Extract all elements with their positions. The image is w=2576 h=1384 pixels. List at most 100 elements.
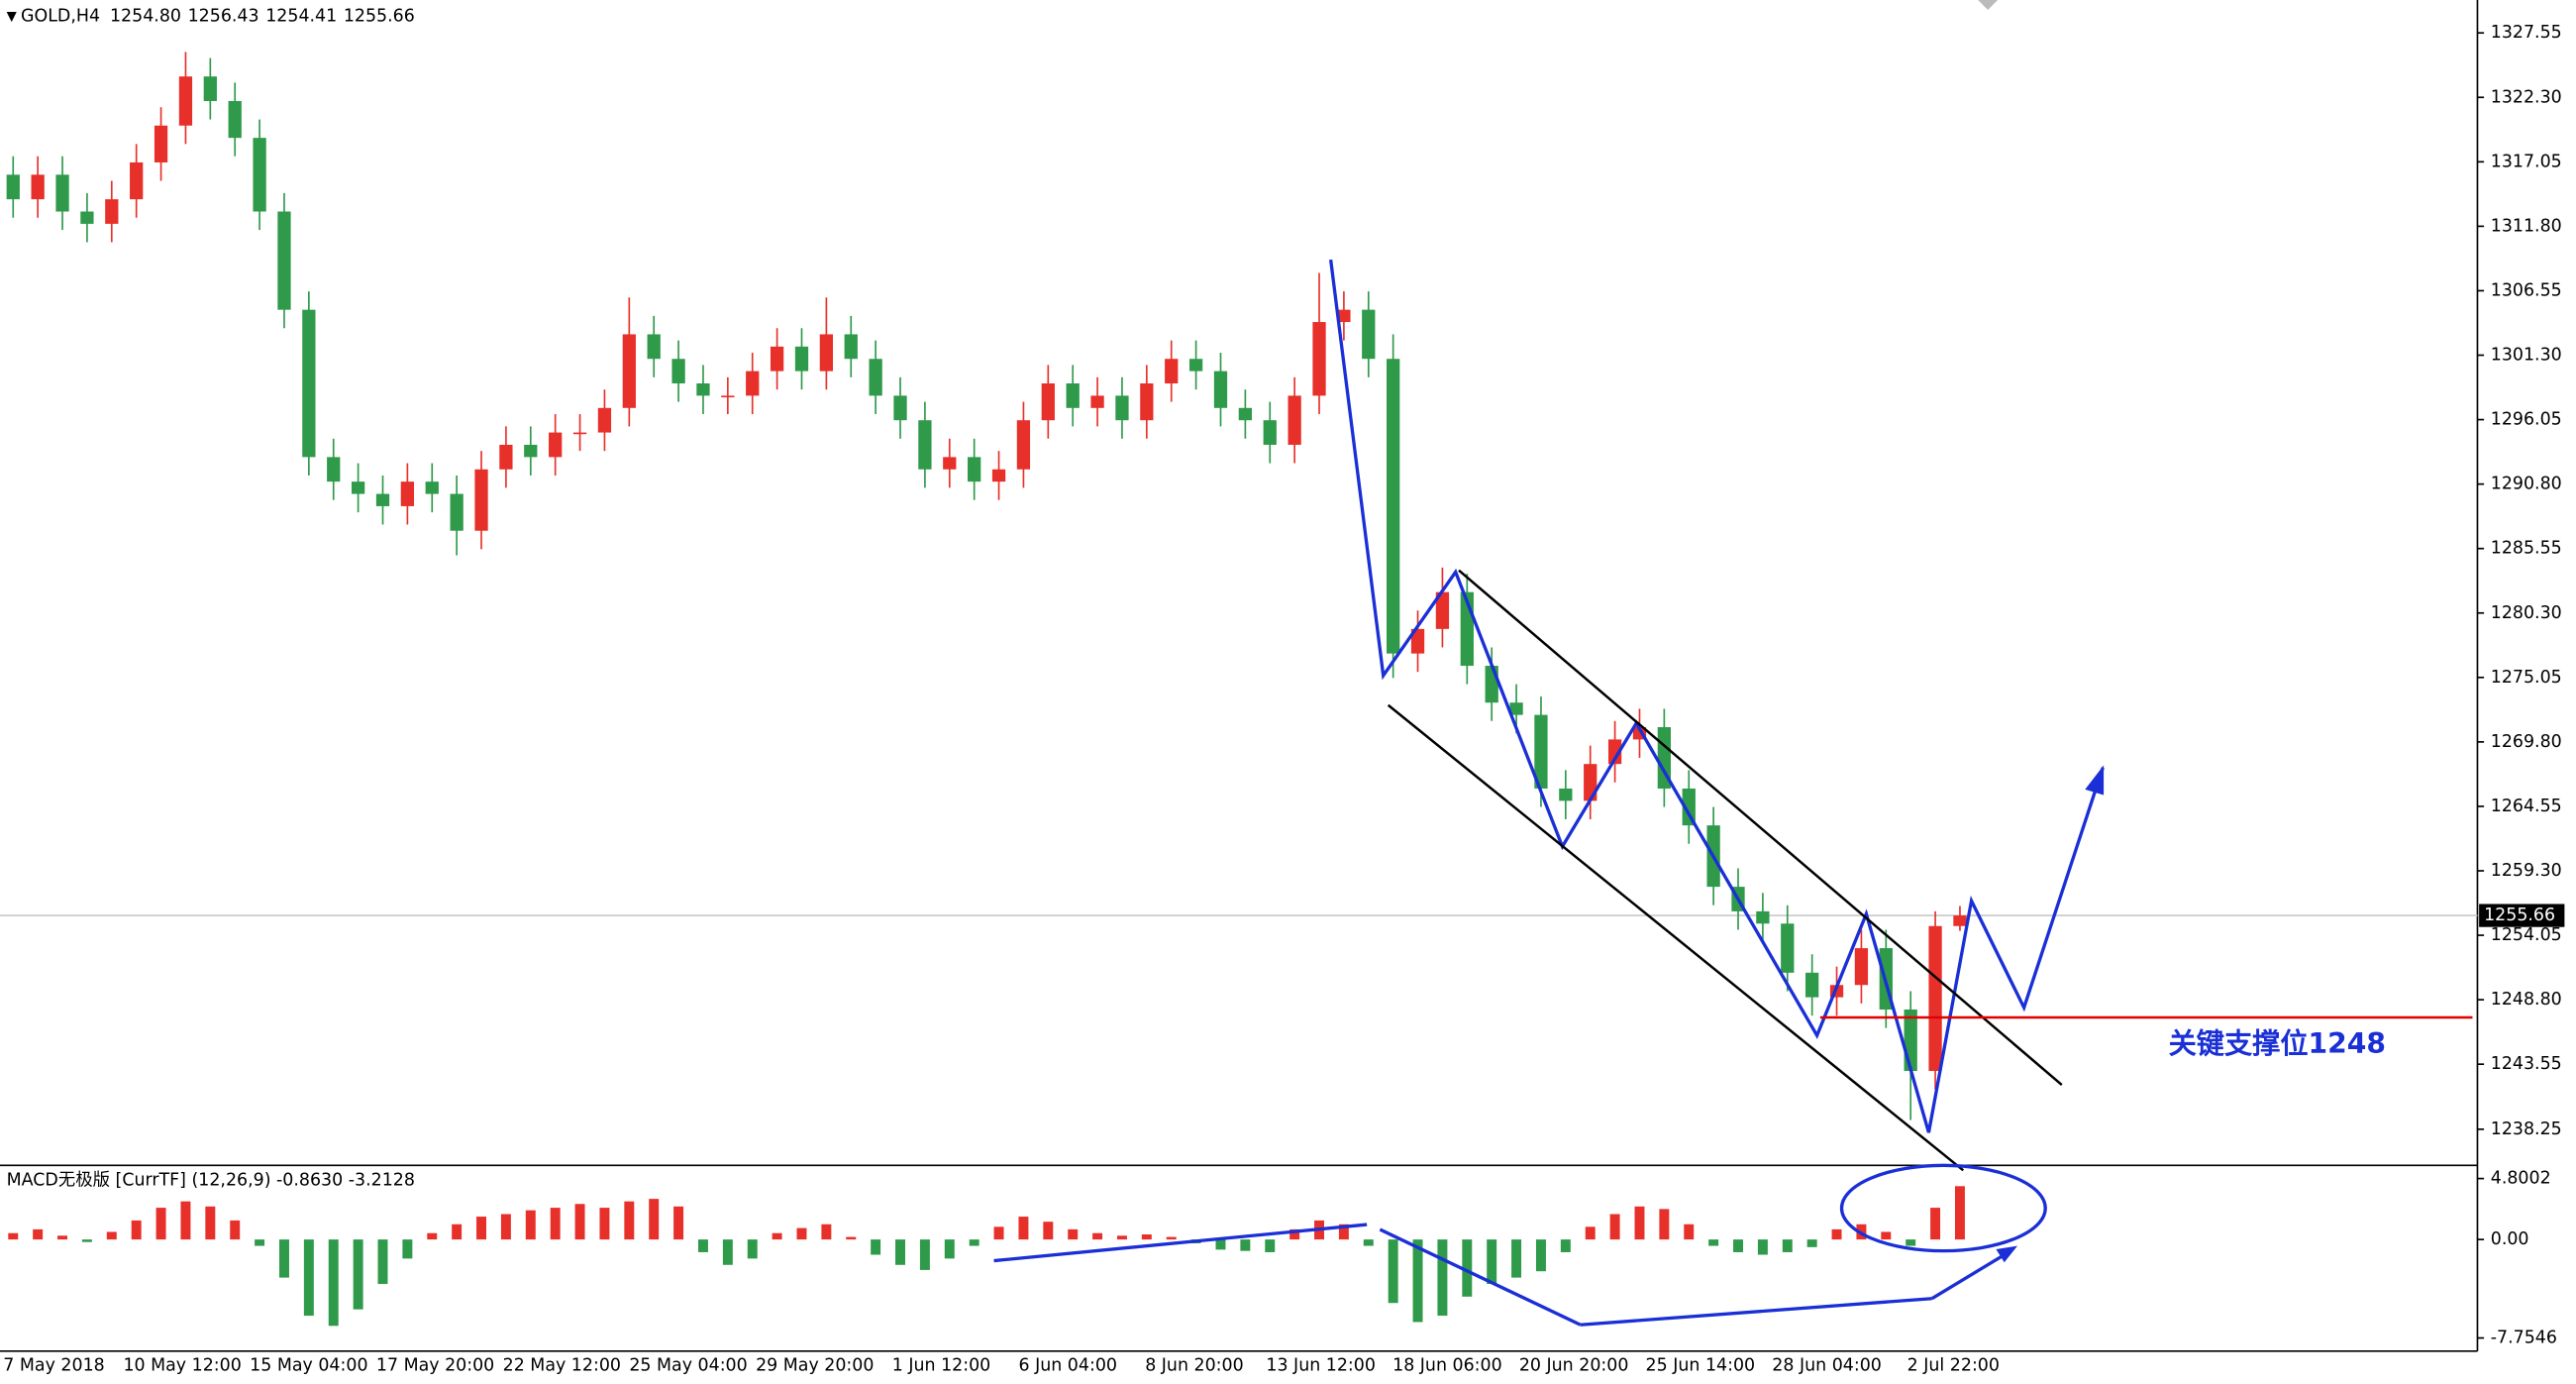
candle-body bbox=[1435, 591, 1450, 629]
candle-body bbox=[844, 334, 858, 360]
macd-bar bbox=[452, 1224, 463, 1240]
macd-bar bbox=[673, 1206, 684, 1240]
y-tick-label: 1311.80 bbox=[2491, 216, 2562, 236]
y-tick-label: 1248.80 bbox=[2491, 990, 2562, 1010]
macd-bar bbox=[1289, 1228, 1300, 1240]
macd-bar bbox=[230, 1220, 241, 1240]
arrow-head bbox=[1996, 1245, 2018, 1263]
macd-bar bbox=[1930, 1208, 1941, 1240]
low: 1254.41 bbox=[265, 7, 337, 27]
candle-body bbox=[1953, 915, 1967, 926]
candle-body bbox=[375, 493, 390, 506]
candle-body bbox=[1312, 322, 1326, 396]
macd-bar bbox=[1708, 1239, 1719, 1246]
candle-body bbox=[228, 100, 242, 139]
candle-body bbox=[1362, 309, 1376, 360]
x-tick-label: 7 May 2018 bbox=[3, 1356, 104, 1376]
candle-body bbox=[1410, 628, 1425, 654]
candle-body bbox=[178, 76, 193, 126]
macd-bar bbox=[353, 1239, 363, 1310]
y-tick-label: 1254.05 bbox=[2491, 925, 2562, 945]
macd-bar bbox=[969, 1239, 979, 1246]
candle-body bbox=[819, 334, 834, 372]
x-tick-label: 13 Jun 12:00 bbox=[1266, 1356, 1376, 1376]
macd-bar bbox=[180, 1201, 191, 1240]
candle-body bbox=[425, 481, 439, 494]
macd-bar bbox=[1388, 1239, 1398, 1304]
candle-body bbox=[1904, 1010, 1917, 1071]
candle-body bbox=[130, 161, 144, 200]
y-tick-label: 1275.05 bbox=[2491, 668, 2562, 688]
macd-bar bbox=[255, 1239, 265, 1246]
zigzag-line bbox=[1328, 259, 2105, 1133]
candle-body bbox=[1534, 714, 1548, 789]
candle-body bbox=[943, 457, 957, 470]
candle-body bbox=[450, 493, 464, 531]
macd-bar bbox=[1585, 1226, 1596, 1240]
divergence-line bbox=[993, 1223, 1368, 1263]
candle-body bbox=[1016, 420, 1031, 470]
macd-bar bbox=[1881, 1231, 1892, 1240]
candle-body bbox=[6, 174, 20, 200]
x-tick-label: 6 Jun 04:00 bbox=[1018, 1356, 1116, 1376]
high: 1256.43 bbox=[188, 7, 259, 27]
candle-body bbox=[696, 383, 710, 396]
macd-bar bbox=[427, 1232, 438, 1240]
x-tick-label: 2 Jul 22:00 bbox=[1907, 1356, 2000, 1376]
macd-bar bbox=[1733, 1239, 1743, 1252]
candle-body bbox=[1263, 420, 1277, 445]
candle-body bbox=[1188, 359, 1203, 372]
plot: 1327.55 1322.30 1317.05 1311.80 1306.55 1301.… bbox=[0, 23, 2565, 1376]
y-tick-label: -7.7546 bbox=[2491, 1329, 2557, 1348]
macd-bar bbox=[1166, 1236, 1177, 1240]
candle-body bbox=[1115, 395, 1129, 421]
macd-bar bbox=[1265, 1239, 1276, 1252]
candle-body bbox=[647, 334, 661, 360]
x-tick-label: 25 Jun 14:00 bbox=[1646, 1356, 1756, 1376]
candle-body bbox=[1387, 359, 1400, 654]
candle-body bbox=[1337, 309, 1351, 323]
macd-bar bbox=[33, 1228, 44, 1240]
candle-body bbox=[524, 444, 538, 458]
macd-bar bbox=[747, 1239, 758, 1259]
macd-bar bbox=[106, 1231, 117, 1240]
current-price-label: 1255.66 bbox=[2484, 905, 2555, 925]
candle-body bbox=[572, 432, 587, 435]
candle-body bbox=[1165, 359, 1179, 384]
macd-bar bbox=[1954, 1186, 1965, 1240]
candle-body bbox=[1090, 395, 1104, 408]
y-tick-label: 1280.30 bbox=[2491, 603, 2562, 623]
symbol: GOLD,H4 bbox=[21, 7, 100, 27]
y-tick-label: 1296.05 bbox=[2491, 410, 2562, 430]
macd-bar bbox=[550, 1208, 561, 1240]
candle-body bbox=[474, 469, 488, 531]
divergence-line bbox=[1930, 1249, 2012, 1301]
candle-body bbox=[499, 444, 513, 470]
support-label: 关键支撑位1248 bbox=[2169, 1027, 2386, 1060]
macd-bar bbox=[1560, 1239, 1571, 1252]
y-tick-label: 1243.55 bbox=[2491, 1054, 2562, 1074]
macd-bar bbox=[1043, 1222, 1054, 1240]
x-tick-label: 17 May 20:00 bbox=[376, 1356, 494, 1376]
candle-body bbox=[622, 334, 636, 408]
x-tick-label: 10 May 12:00 bbox=[123, 1356, 241, 1376]
macd-bar bbox=[919, 1239, 930, 1270]
macd-bar bbox=[796, 1227, 807, 1240]
macd-bar bbox=[1535, 1239, 1546, 1272]
candle-body bbox=[597, 407, 612, 433]
macd-bar bbox=[649, 1199, 660, 1240]
candle-body bbox=[31, 174, 45, 200]
candle-body bbox=[1682, 788, 1696, 826]
candle-body bbox=[1607, 739, 1622, 765]
macd-bar bbox=[1684, 1224, 1695, 1240]
arrow-head bbox=[2085, 765, 2105, 796]
macd-bar bbox=[1782, 1239, 1793, 1252]
macd-bar bbox=[993, 1226, 1004, 1240]
y-tick-label: 1327.55 bbox=[2491, 23, 2562, 43]
macd-bar bbox=[1609, 1214, 1620, 1240]
candle-body bbox=[1756, 910, 1770, 924]
y-tick-label: 1285.55 bbox=[2491, 539, 2562, 559]
candle-body bbox=[918, 420, 932, 470]
